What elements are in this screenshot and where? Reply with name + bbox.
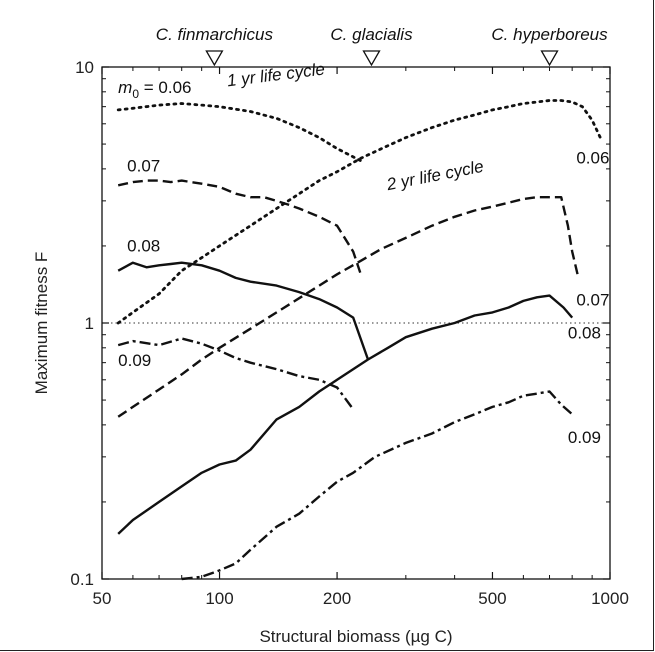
x-tick-label: 100: [205, 589, 233, 608]
annotation-label: 0.09: [568, 428, 601, 447]
series-line-m007-2yr: [117, 195, 580, 418]
series-line-m006-2yr: [116, 99, 603, 325]
annotation-label: 1 yr life cycle: [226, 60, 326, 91]
x-tick-label: 50: [93, 589, 112, 608]
series-line-m009-1yr: [117, 337, 355, 411]
species-marker-label: C. glacialis: [330, 25, 413, 44]
annotation-subscript: 0: [132, 87, 139, 101]
x-tick-label: 1000: [591, 589, 629, 608]
annotation-label: 0.07: [127, 157, 160, 176]
annotation-label: 2 yr life cycle: [384, 157, 485, 195]
y-tick-label: 10: [75, 58, 94, 77]
species-marker-label: C. hyperboreus: [491, 25, 608, 44]
y-tick-label: 0.1: [70, 570, 94, 589]
species-marker-triangle: [540, 50, 559, 67]
annotation-label: 0.06: [576, 148, 609, 167]
y-tick-label: 1: [85, 314, 94, 333]
x-axis-label: Structural biomass (µg C): [259, 627, 452, 646]
annotation-value: = 0.06: [139, 78, 191, 97]
series-line-m006-1yr: [116, 102, 363, 163]
series-line-m009-2yr: [181, 390, 573, 581]
series-line-m008-2yr: [117, 294, 574, 535]
x-tick-label: 200: [323, 589, 351, 608]
y-axis-label: Maximum fitness F: [32, 252, 51, 395]
species-marker-triangle: [362, 50, 381, 67]
x-tick-label: 500: [478, 589, 506, 608]
annotation-m-symbol: m: [118, 78, 132, 97]
species-marker-triangle: [205, 50, 224, 67]
series-line-m007-1yr: [117, 179, 362, 275]
annotation-label: 0.07: [576, 291, 609, 310]
species-marker-label: C. finmarchicus: [156, 25, 274, 44]
annotation-label: 0.09: [118, 351, 151, 370]
annotation-label: 0.08: [127, 237, 160, 256]
y-axis-label-text: Maximum fitness F: [32, 252, 51, 395]
series-line-m008-1yr: [117, 261, 370, 360]
annotation-label: 0.08: [568, 323, 601, 342]
annotation-label: m0 = 0.06: [118, 78, 191, 101]
